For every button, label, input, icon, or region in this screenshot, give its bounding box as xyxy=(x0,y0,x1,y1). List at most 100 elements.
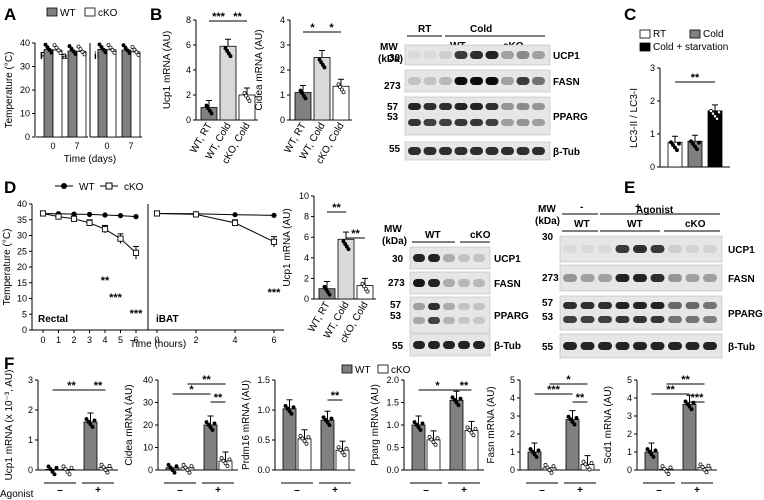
b-ucp1-y-tick-label: 4 xyxy=(186,65,191,75)
e-point xyxy=(435,436,440,441)
point-a xyxy=(45,45,50,50)
blot-f-band xyxy=(668,302,682,309)
blot-f-band xyxy=(563,302,577,309)
blot-d-band xyxy=(443,279,455,287)
blot-b-band xyxy=(408,51,421,59)
e-point xyxy=(473,426,478,431)
blot-f-band xyxy=(598,342,612,350)
e-sig-1-c-label: ** xyxy=(214,392,223,404)
d-y-tick-label: 15 xyxy=(17,278,27,288)
blot-f-band xyxy=(598,316,612,323)
d-rectal-point-cko xyxy=(86,219,93,226)
e-0-y-tick-label: 3 xyxy=(28,375,33,385)
blot-f-band xyxy=(703,316,717,323)
e-point xyxy=(454,400,459,405)
c-point xyxy=(669,140,673,145)
e-point xyxy=(570,419,575,424)
blot-b-band xyxy=(485,51,499,59)
blot-d-band xyxy=(413,279,425,287)
e-agonist-sign: + xyxy=(577,485,583,496)
c-point xyxy=(717,110,721,115)
d-ucp1-sig-2-label: ** xyxy=(351,228,360,240)
blot-b-band xyxy=(408,103,421,110)
point-a xyxy=(80,49,85,54)
e-point xyxy=(101,465,106,470)
d-x-tick-label: 0 xyxy=(154,335,159,345)
e-bar-wt xyxy=(282,408,297,471)
blot-f-band xyxy=(650,245,665,253)
e-point xyxy=(651,454,656,459)
e-point xyxy=(174,464,179,469)
e-1-y-tick-label: 10 xyxy=(143,443,153,453)
e-point xyxy=(63,467,68,472)
e-sig-0-b-label: ** xyxy=(94,380,103,392)
e-point xyxy=(574,416,579,420)
e-2-y-tick-label: 0.5 xyxy=(257,435,270,445)
legend-cko-label: cKO xyxy=(391,365,411,376)
e-0-y-tick-label: 2 xyxy=(28,405,33,415)
e-point xyxy=(48,467,53,472)
blot-f-plus-label: + xyxy=(635,202,641,213)
blot-b-band xyxy=(470,147,483,155)
point-a xyxy=(78,47,83,52)
e-point xyxy=(344,446,349,451)
d-ibat-line-cko xyxy=(156,212,275,243)
e-point xyxy=(645,447,650,452)
b-cidea-y-tick-label: 1 xyxy=(280,90,285,100)
e-point xyxy=(412,420,417,425)
blot-d-band xyxy=(413,254,425,262)
e-point xyxy=(90,424,95,429)
blot-d-strip xyxy=(409,271,491,295)
point-a xyxy=(69,46,74,51)
e-point xyxy=(532,452,537,457)
d-ucp1-y-tick-label: 10 xyxy=(299,191,309,201)
blot-f-band xyxy=(580,316,595,323)
blot-f-cko-label: cKO xyxy=(685,219,706,230)
blot-b-band xyxy=(470,51,483,59)
point-a xyxy=(106,42,111,47)
e-bar-cko xyxy=(297,438,312,471)
blot-d-band xyxy=(428,254,440,262)
blot-b-rt-label: RT xyxy=(418,24,431,35)
point-a xyxy=(52,43,57,48)
blot-d-band xyxy=(458,254,470,262)
panel-a-x-tick-label: 0 xyxy=(104,141,109,151)
e-agonist-sign: – xyxy=(177,485,183,496)
c-sig-label: ** xyxy=(691,72,700,84)
blot-b-strip xyxy=(404,96,551,136)
e-point xyxy=(662,466,667,471)
point-a xyxy=(125,48,130,53)
d-rectal-point-wt xyxy=(102,212,108,218)
d-x-tick-label: 0 xyxy=(40,335,45,345)
blot-f-band xyxy=(668,342,682,350)
d-ibat-sig-1: *** xyxy=(268,287,282,299)
b-ucp1-sig-1-label: *** xyxy=(212,11,226,23)
e-point xyxy=(668,465,673,470)
e-point xyxy=(69,465,74,470)
e-ylabel-4: Fasn mRNA (AU) xyxy=(486,386,497,463)
blot-d-band xyxy=(443,303,455,310)
e-2-y-tick-label: 0.0 xyxy=(257,465,270,475)
e-5-y-tick-label: 4 xyxy=(627,393,632,403)
e-point xyxy=(528,447,533,452)
d-ucp1-y-tick-label: 2 xyxy=(304,273,309,283)
blot-f-band xyxy=(668,245,682,253)
e-point xyxy=(666,472,671,476)
e-point xyxy=(572,422,577,427)
blot-d-kda-label: (kDa) xyxy=(382,236,407,247)
d-ibat-point-cko xyxy=(192,211,200,218)
d-x-tick-label: 2 xyxy=(193,335,198,345)
blot-f-band xyxy=(650,342,665,350)
e-point xyxy=(458,396,463,401)
blot-f-marker: 30 xyxy=(542,232,554,243)
blot-d-band xyxy=(473,303,485,310)
legend-wt-swatch xyxy=(46,7,58,17)
panel-a-y-tick-label: 40 xyxy=(20,38,30,48)
d-ucp1-y-tick-label: 4 xyxy=(304,253,309,263)
blot-b-band xyxy=(423,147,437,155)
blot-f-band xyxy=(615,342,630,350)
blot-f-band xyxy=(563,274,577,282)
blot-d-band xyxy=(458,279,470,287)
e-point xyxy=(647,449,652,454)
d-ucp1-sig-1-label: ** xyxy=(332,202,341,214)
